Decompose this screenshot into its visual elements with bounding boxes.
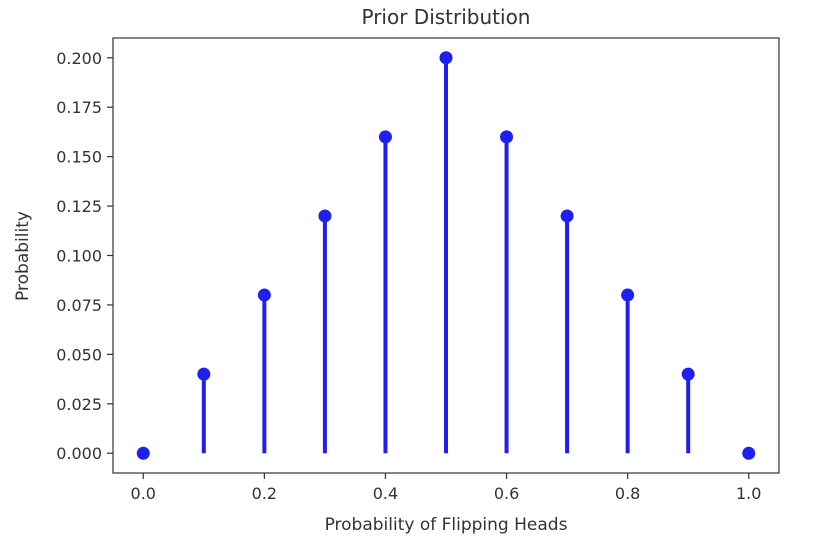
- stem-marker: [742, 446, 756, 460]
- x-tick-label: 0.2: [252, 484, 277, 503]
- y-tick-label: 0.200: [56, 49, 102, 68]
- y-tick-label: 0.000: [56, 444, 102, 463]
- plot-area: [136, 51, 756, 460]
- y-tick-label: 0.125: [56, 197, 102, 216]
- x-tick-label: 1.0: [736, 484, 761, 503]
- stem-marker: [560, 209, 574, 223]
- y-tick-label: 0.075: [56, 296, 102, 315]
- y-tick-label: 0.050: [56, 345, 102, 364]
- stem-marker: [318, 209, 332, 223]
- x-tick-label: 0.4: [373, 484, 398, 503]
- x-tick-label: 0.6: [494, 484, 519, 503]
- y-tick-label: 0.025: [56, 395, 102, 414]
- x-axis: 0.0 0.2 0.4 0.6 0.8 1.0: [131, 473, 761, 503]
- y-tick-label: 0.150: [56, 148, 102, 167]
- stem-marker: [681, 367, 695, 381]
- x-tick-label: 0.0: [131, 484, 156, 503]
- stem-marker: [500, 130, 514, 144]
- y-axis-label: Probability: [13, 211, 33, 301]
- y-tick-label: 0.100: [56, 247, 102, 266]
- stem-marker: [439, 51, 453, 65]
- y-axis: 0.000 0.025 0.050 0.075 0.100 0.125 0.150 0.175…: [56, 49, 113, 463]
- stem-marker: [197, 367, 211, 381]
- stem-marker: [621, 288, 635, 302]
- stem-marker: [378, 130, 392, 144]
- chart-title: Prior Distribution: [362, 5, 531, 29]
- stem-marker: [257, 288, 271, 302]
- x-axis-label: Probability of Flipping Heads: [325, 515, 568, 535]
- stem-marker: [136, 446, 150, 460]
- x-tick-label: 0.8: [615, 484, 640, 503]
- y-tick-label: 0.175: [56, 98, 102, 117]
